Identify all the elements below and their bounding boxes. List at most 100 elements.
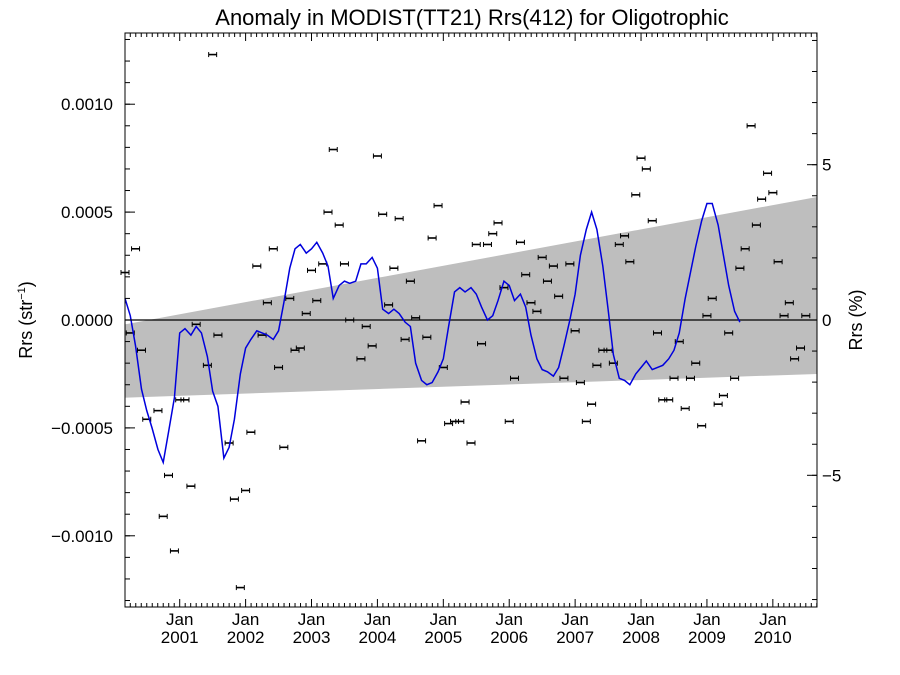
x-tick-month-label: Jan — [232, 610, 259, 629]
data-point — [773, 259, 783, 265]
data-point — [664, 397, 674, 403]
data-point — [411, 315, 421, 321]
data-point — [417, 438, 427, 444]
y-tick-label: −0.0010 — [51, 527, 113, 546]
data-point — [229, 496, 239, 502]
data-point — [680, 405, 690, 411]
data-point — [730, 375, 740, 381]
data-point — [153, 408, 163, 414]
data-point — [784, 300, 794, 306]
y-right-tick-label: −5 — [822, 466, 841, 485]
data-point — [213, 332, 223, 338]
data-point — [614, 241, 624, 247]
data-point — [691, 360, 701, 366]
data-point — [587, 401, 597, 407]
data-point — [735, 265, 745, 271]
data-point — [751, 222, 761, 228]
data-point — [241, 487, 251, 493]
data-point — [757, 196, 767, 202]
data-point — [235, 585, 245, 591]
data-point — [163, 472, 173, 478]
data-point — [575, 380, 585, 386]
data-point — [625, 259, 635, 265]
x-tick-month-label: Jan — [298, 610, 325, 629]
data-point — [285, 295, 295, 301]
data-point — [559, 375, 569, 381]
data-point — [169, 548, 179, 554]
data-point — [252, 263, 262, 269]
data-point — [713, 401, 723, 407]
data-point — [131, 246, 141, 252]
data-point — [620, 233, 630, 239]
data-point — [405, 278, 415, 284]
data-point — [279, 444, 289, 450]
data-point — [466, 440, 476, 446]
data-point — [570, 328, 580, 334]
data-point — [433, 203, 443, 209]
data-point — [477, 341, 487, 347]
data-point — [636, 155, 646, 161]
data-point — [592, 362, 602, 368]
x-tick-month-label: Jan — [166, 610, 193, 629]
data-point — [427, 235, 437, 241]
x-tick-year-label: 2004 — [359, 628, 397, 647]
data-point — [521, 272, 531, 278]
x-tick-month-label: Jan — [693, 610, 720, 629]
data-point — [389, 265, 399, 271]
data-point — [400, 336, 410, 342]
data-point — [631, 192, 641, 198]
data-point — [378, 211, 388, 217]
blue-trend-line — [124, 202, 741, 466]
data-point — [796, 345, 806, 351]
data-point — [422, 334, 432, 340]
data-point — [246, 429, 256, 435]
y-axis-right-label: Rrs (%) — [846, 290, 866, 351]
data-point — [455, 418, 465, 424]
data-point — [307, 267, 317, 273]
x-tick-year-label: 2001 — [161, 628, 199, 647]
data-point — [702, 313, 712, 319]
data-point — [186, 483, 196, 489]
data-point — [763, 170, 773, 176]
data-point — [301, 311, 311, 317]
data-point — [323, 209, 333, 215]
data-point — [707, 295, 717, 301]
uncertainty-band — [125, 197, 817, 398]
data-point — [740, 246, 750, 252]
data-point — [191, 321, 201, 327]
data-point — [356, 356, 366, 362]
x-tick-year-label: 2009 — [688, 628, 726, 647]
plot-area — [120, 32, 818, 608]
data-point — [509, 375, 519, 381]
data-point — [372, 153, 382, 159]
x-tick-year-label: 2010 — [754, 628, 792, 647]
data-point — [768, 190, 778, 196]
data-point — [493, 220, 503, 226]
data-point — [581, 418, 591, 424]
y-tick-label: 0.0010 — [61, 95, 113, 114]
data-point — [312, 298, 322, 304]
x-tick-year-label: 2002 — [227, 628, 265, 647]
y-axis-right: 5 0 −5 — [807, 39, 841, 601]
data-point — [724, 330, 734, 336]
data-point — [685, 375, 695, 381]
data-point — [554, 293, 564, 299]
data-point — [526, 300, 536, 306]
data-point — [180, 397, 190, 403]
data-point — [274, 364, 284, 370]
x-tick-month-label: Jan — [561, 610, 588, 629]
x-tick-year-label: 2008 — [622, 628, 660, 647]
data-point — [367, 343, 377, 349]
data-point — [801, 313, 811, 319]
data-point — [532, 308, 542, 314]
data-point — [488, 231, 498, 237]
data-point — [669, 375, 679, 381]
y-tick-label: 0.0005 — [61, 203, 113, 222]
data-point — [345, 317, 355, 323]
data-point — [542, 278, 552, 284]
data-point — [653, 330, 663, 336]
data-point — [482, 241, 492, 247]
y-right-tick-label: 0 — [822, 311, 831, 330]
data-point — [158, 513, 168, 519]
